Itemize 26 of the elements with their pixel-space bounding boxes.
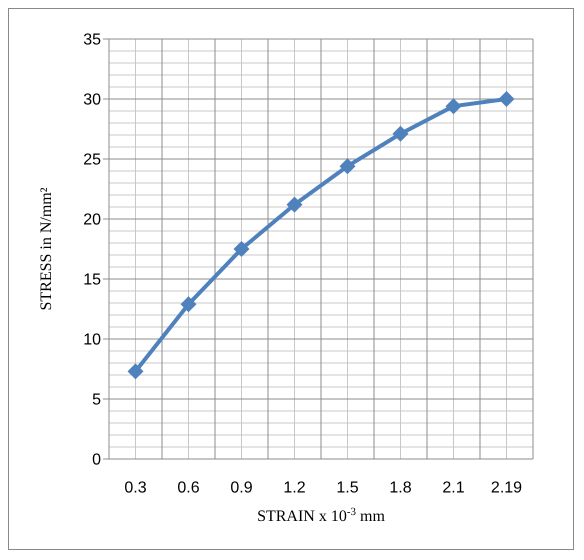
y-tick-label: 35: [83, 32, 102, 49]
x-tick-label: 0.6: [177, 479, 200, 496]
x-tick-label: 2.1: [442, 479, 465, 496]
y-tick-label: 0: [92, 452, 102, 469]
x-tick-label: 1.2: [283, 479, 306, 496]
x-tick-label: 0.9: [230, 479, 253, 496]
x-tick-label: 0.3: [124, 479, 147, 496]
y-tick-label: 20: [83, 212, 102, 229]
y-tick-label: 25: [83, 152, 102, 169]
x-tick-label: 1.5: [336, 479, 359, 496]
y-tick-label: 15: [83, 272, 102, 289]
point: [340, 158, 356, 174]
point: [446, 98, 462, 114]
x-tick-label: 1.8: [389, 479, 412, 496]
y-tick-label: 5: [92, 392, 102, 409]
point: [180, 296, 196, 312]
point: [498, 91, 514, 107]
point: [392, 126, 408, 142]
y-tick-label: 10: [83, 332, 102, 349]
point: [128, 363, 144, 380]
point: [234, 241, 250, 257]
x-tick-label: 2.19: [490, 479, 522, 496]
x-axis-title: STRAIN x 10$^{-3}$ mm: [257, 506, 386, 525]
y-axis-title: STRESS in N/mm²: [38, 187, 55, 311]
point: [286, 196, 302, 213]
y-tick-label: 30: [83, 92, 102, 109]
